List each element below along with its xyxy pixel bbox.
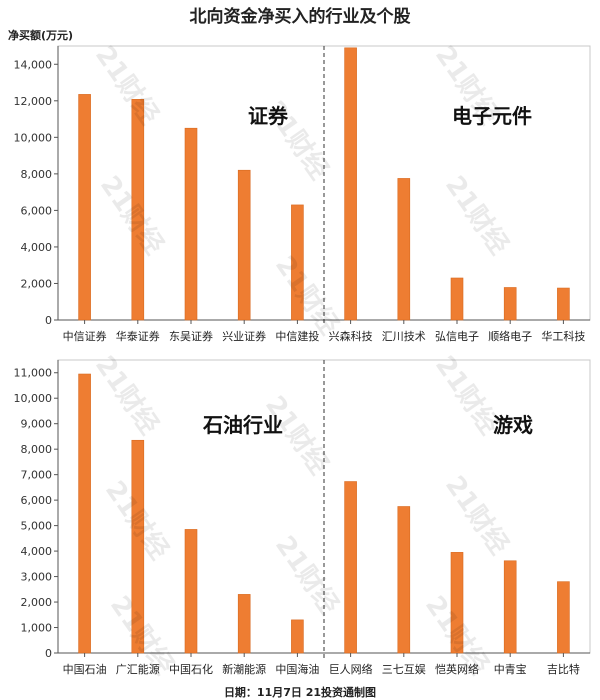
y-tick-label: 12,000 [14,95,53,108]
watermark: 21财经 [269,530,345,620]
y-unit-label: 净买额(万元) [8,29,74,42]
sector-label: 证券 [248,104,289,128]
bar [344,47,357,321]
category-label: 巨人网络 [329,662,373,676]
watermark: 21财经 [429,350,505,440]
bar [78,94,91,321]
y-tick-label: 4,000 [21,545,53,558]
y-tick-label: 14,000 [14,58,53,71]
y-tick-label: 8,000 [21,443,53,456]
watermark: 21财经 [439,170,515,260]
y-tick-label: 1,000 [21,622,53,635]
bar [184,529,198,654]
bar [344,481,357,654]
category-label: 中信证券 [63,329,107,343]
watermark: 21财经 [89,350,165,440]
bar [503,560,517,654]
y-tick-label: 9,000 [21,418,53,431]
bar [397,506,411,654]
bar [237,169,251,321]
bar [397,178,411,321]
y-tick-label: 0 [45,314,52,327]
watermark: 21财经 [89,40,165,130]
watermark: 21财经 [269,250,345,340]
bar [78,373,91,654]
bar [503,287,517,321]
category-label: 新潮能源 [222,662,266,676]
y-tick-label: 5,000 [21,520,53,533]
category-label: 中国石油 [63,662,107,676]
category-label: 中信建投 [275,329,319,343]
category-label: 中青宝 [494,662,527,676]
bar [291,619,304,654]
y-tick-label: 8,000 [21,168,53,181]
category-label: 汇川技术 [382,330,426,343]
category-label: 华工科技 [541,329,585,343]
bar [237,594,251,654]
y-tick-label: 3,000 [21,571,53,584]
y-tick-label: 10,000 [14,392,53,405]
y-tick-label: 4,000 [21,241,53,254]
category-label: 广汇能源 [116,662,160,676]
bar [450,277,464,321]
category-label: 华泰证券 [116,329,160,343]
footer: 日期：11月7日 21投资通制图 [223,686,377,699]
category-label: 中国石化 [169,662,213,676]
y-tick-label: 0 [45,647,52,660]
y-tick-label: 7,000 [21,469,53,482]
bar [557,287,570,321]
category-label: 恺英网络 [435,662,479,676]
bar [557,581,570,654]
category-label: 弘信电子 [435,330,479,343]
sector-label: 电子元件 [452,104,532,128]
y-tick-label: 11,000 [14,367,53,380]
category-label: 兴业证券 [222,329,266,343]
bar [184,127,198,321]
category-label: 兴森科技 [329,329,373,343]
category-label: 三七互娱 [382,662,426,676]
y-tick-label: 6,000 [21,204,53,217]
category-label: 顺络电子 [488,329,532,343]
title: 北向资金净买入的行业及个股 [189,7,411,27]
watermark: 21财经 [439,470,515,560]
category-label: 吉比特 [547,662,580,676]
y-tick-label: 10,000 [14,131,53,144]
category-label: 东吴证券 [169,329,213,343]
y-tick-label: 6,000 [21,494,53,507]
category-label: 中国海油 [275,662,319,676]
sector-label: 游戏 [493,413,533,437]
y-tick-label: 2,000 [21,277,53,290]
y-tick-label: 2,000 [21,596,53,609]
sector-label: 石油行业 [202,413,283,437]
